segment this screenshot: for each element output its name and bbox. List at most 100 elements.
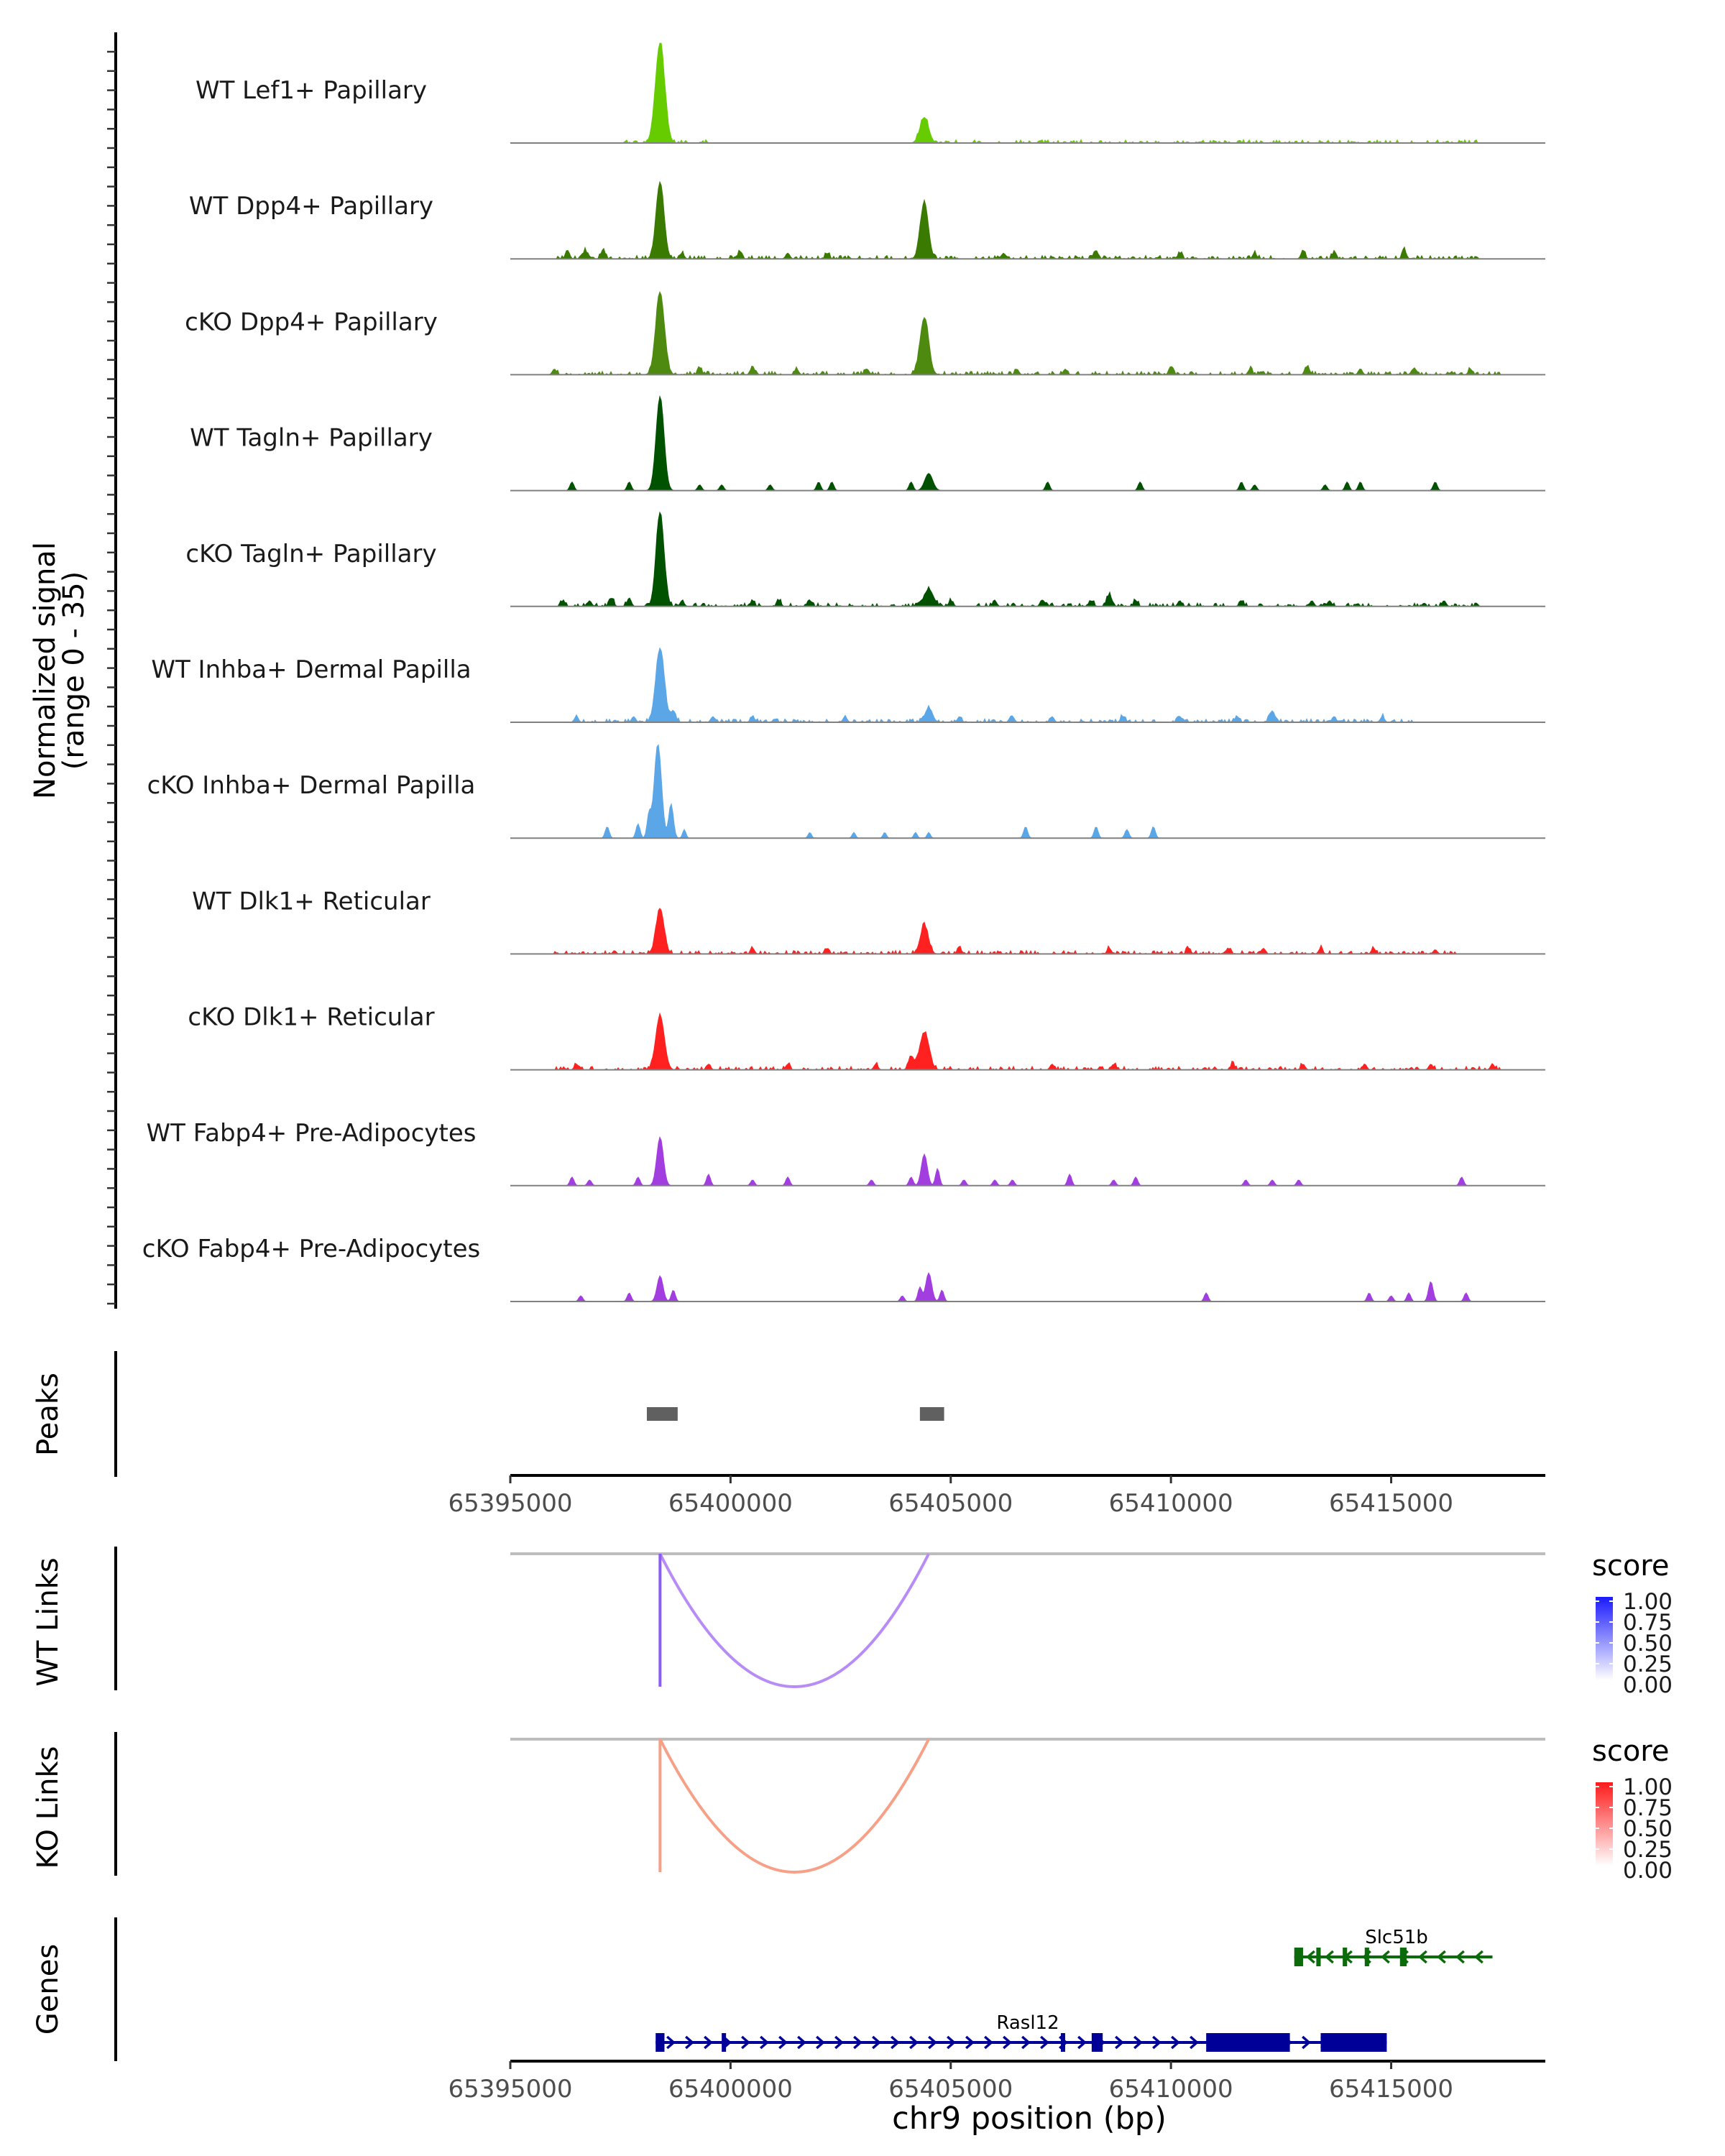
track-label: WT Dlk1+ Reticular [192,887,431,916]
legend-title: score [1592,1549,1669,1583]
gene-exon [1091,2033,1103,2052]
legend-colorbar [1596,1597,1613,1680]
strand-chevron-icon [1115,2035,1124,2050]
link-track-0: WT Links score 1.000.750.500.250.00 [32,1547,1673,1698]
track-0: WT Lef1+ Papillary [196,42,1545,144]
track-1: WT Dpp4+ Papillary [189,180,1545,260]
x-axis-tick-label: 65405000 [888,1489,1013,1518]
legend-tick-label: 1.00 [1623,1589,1673,1615]
track-label: WT Tagln+ Papillary [190,424,433,453]
legend-tick-label: 0.50 [1623,1631,1673,1657]
x-axis-tick-label: 65395000 [448,2075,572,2104]
x-axis-tick-label: 65415000 [1329,2075,1453,2104]
signal-tracks: WT Lef1+ Papillary WT Dpp4+ Papillary cKO … [142,42,1545,1302]
track-2: cKO Dpp4+ Papillary [185,291,1545,376]
track-signal-area [510,180,1545,260]
genes-track: Genes Slc51b Rasl12 [32,1917,1493,2061]
peaks-track-label: Peaks [32,1373,65,1456]
gene-exon [1206,2033,1290,2052]
gene-name-label: Rasl12 [996,2012,1059,2034]
track-8: cKO Dlk1+ Reticular [188,1003,1545,1071]
strand-chevron-icon [1306,1950,1315,1964]
strand-chevron-icon [834,2035,844,2050]
strand-chevron-icon [1171,2035,1180,2050]
gene-exon [722,2033,727,2052]
x-axis-tick-label: 65400000 [668,1489,793,1518]
strand-chevron-icon [741,2035,750,2050]
track-label: cKO Dpp4+ Papillary [185,308,438,336]
track-signal-area [510,647,1545,724]
legend-tick-label: 0.25 [1623,1837,1673,1863]
gene-exon [1399,1948,1407,1966]
legend-colorbar [1596,1782,1613,1866]
link-arc [658,1738,930,1874]
x-axis-tick-label: 65410000 [1109,1489,1233,1518]
x-axis-tick-label: 65400000 [668,2075,793,2104]
strand-chevron-icon [797,2035,806,2050]
track-signal-area [510,291,1545,376]
strand-chevron-icon [1325,1950,1334,1964]
strand-chevron-icon [891,2035,900,2050]
strand-chevron-icon [685,2035,694,2050]
legend-tick-label: 0.25 [1623,1651,1673,1677]
peak-region [646,1407,678,1421]
track-signal-area [510,42,1545,144]
gene-exon [1316,1948,1321,1966]
track-4: cKO Tagln+ Papillary [185,511,1545,607]
link-track-label: WT Links [32,1557,65,1686]
track-label: cKO Inhba+ Dermal Papilla [147,771,476,800]
legend-tick-label: 0.50 [1623,1816,1673,1842]
strand-chevron-icon [1437,1950,1446,1964]
strand-chevron-icon [1021,2035,1031,2050]
x-axis-genes: 65395000 65400000 65405000 65410000 65415000 [448,2060,1545,2104]
track-signal-area [510,1272,1545,1302]
signal-axis-subtitle: (range 0 - 35) [58,571,91,770]
strand-chevron-icon [666,2035,676,2050]
track-7: WT Dlk1+ Reticular [192,887,1545,955]
strand-chevron-icon [1040,2035,1049,2050]
strand-chevron-icon [778,2035,788,2050]
track-3: WT Tagln+ Papillary [190,395,1545,492]
x-axis-tick-label: 65410000 [1109,2075,1233,2104]
track-5: WT Inhba+ Dermal Papilla [151,647,1545,724]
legend-tick-label: 0.75 [1623,1610,1673,1636]
peak-region [919,1407,944,1421]
strand-chevron-icon [947,2035,956,2050]
legend-tick-label: 0.00 [1623,1858,1673,1884]
track-label: cKO Tagln+ Papillary [185,540,436,568]
track-signal-area [510,744,1545,839]
gene-Slc51b: Slc51b [1294,1927,1493,1966]
strand-chevron-icon [1302,2035,1311,2050]
strand-chevron-icon [1152,2035,1162,2050]
strand-chevron-icon [1418,1950,1427,1964]
strand-chevron-icon [853,2035,862,2050]
legend-tick-label: 0.75 [1623,1795,1673,1821]
strand-chevron-icon [965,2035,975,2050]
gene-exon [656,2033,665,2052]
link-track-1: KO Links score 1.000.750.500.250.00 [32,1732,1673,1884]
gene-name-label: Slc51b [1365,1927,1428,1948]
x-axis-tick-label: 65415000 [1329,1489,1453,1518]
strand-chevron-icon [760,2035,769,2050]
strand-chevron-icon [704,2035,713,2050]
gene-exon [1320,2033,1387,2052]
strand-chevron-icon [928,2035,937,2050]
strand-chevron-icon [872,2035,881,2050]
gene-exon [1294,1948,1303,1966]
signal-axis-title: Normalized signal [29,542,62,799]
track-label: WT Lef1+ Papillary [196,76,427,105]
strand-chevron-icon [816,2035,825,2050]
strand-chevron-icon [984,2035,993,2050]
track-label: cKO Fabp4+ Pre-Adipocytes [142,1235,481,1263]
strand-chevron-icon [1455,1950,1465,1964]
track-9: WT Fabp4+ Pre-Adipocytes [147,1119,1545,1187]
strand-chevron-icon [1381,1950,1390,1964]
track-signal-area [510,1136,1545,1187]
strand-chevron-icon [1003,2035,1012,2050]
x-axis-tick-label: 65405000 [888,2075,1013,2104]
track-signal-area [510,1012,1545,1071]
strand-chevron-icon [1474,1950,1484,1964]
strand-chevron-icon [1190,2035,1199,2050]
strand-chevron-icon [1133,2035,1143,2050]
